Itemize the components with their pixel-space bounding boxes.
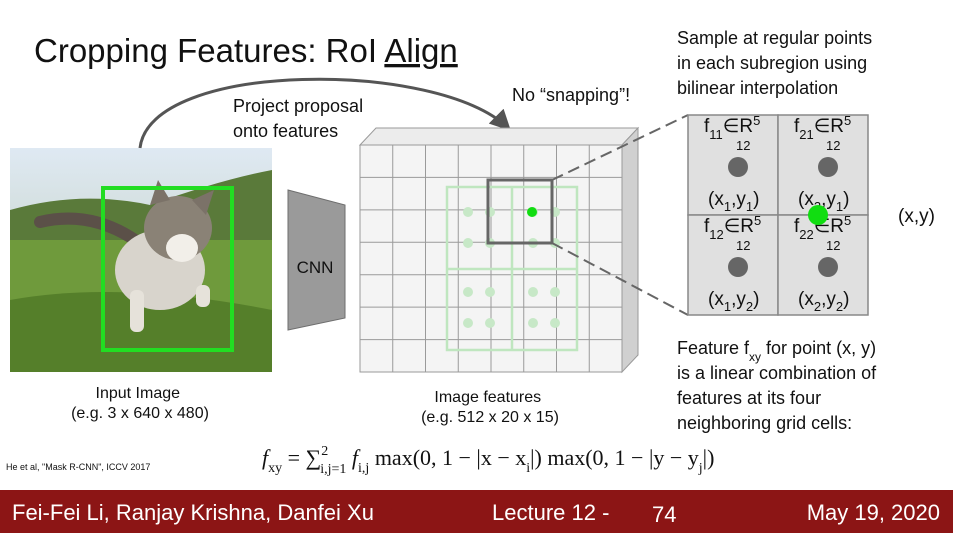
footer-date: May 19, 2020 (807, 500, 940, 525)
citation: He et al, "Mask R-CNN", ICCV 2017 (6, 462, 150, 472)
formula-part: f (346, 445, 361, 470)
formula-part: max(0, 1 − |x − x (369, 445, 526, 470)
formula-part: 2 (321, 444, 328, 459)
coord-text: (x (798, 289, 814, 310)
sample-dot (528, 318, 538, 328)
coord-text: ,y (731, 189, 746, 210)
no-snapping-note: No “snapping”! (512, 85, 630, 105)
feature-power: 5 (753, 113, 760, 128)
cell-feature: f12∈R5 (704, 213, 761, 242)
footer-lecture: Lecture 12 - (492, 500, 609, 525)
coord-text: (x (798, 189, 814, 210)
zoom-line (551, 114, 689, 181)
feature-index: 22 (799, 227, 813, 242)
feature-symbol: f (794, 216, 800, 237)
sample-dot (528, 287, 538, 297)
coord-text: ) (843, 189, 849, 210)
input-image (10, 148, 272, 372)
feature-power: 5 (844, 213, 851, 228)
feature-dim: 12 (736, 238, 750, 253)
feature-power: 5 (754, 213, 761, 228)
coord-index: 1 (724, 299, 731, 314)
project-note: Project proposal onto features (233, 96, 368, 141)
coord-index: 2 (814, 299, 821, 314)
feature-dim: 12 (736, 138, 750, 153)
feature-map (358, 126, 640, 374)
zoom-line (551, 242, 689, 316)
feature-power: 5 (844, 113, 851, 128)
feature-set: ∈R (724, 216, 754, 237)
sample-dot (463, 318, 473, 328)
point-label: (x,y) (898, 206, 935, 227)
point-coords: (x2,y2) (798, 289, 849, 314)
coord-index: 2 (746, 299, 753, 314)
formula-part: i,j (358, 461, 369, 476)
sample-dot (485, 318, 495, 328)
coord-index: 1 (746, 199, 753, 214)
feature-set: ∈R (814, 116, 844, 137)
coord-text: (x (708, 289, 724, 310)
coord-text: (x (708, 189, 724, 210)
footer-authors: Fei-Fei Li, Ranjay Krishna, Danfei Xu (12, 500, 374, 525)
formula-part: i (526, 461, 530, 476)
coord-text: ) (843, 289, 849, 310)
footer-page: 74 (652, 502, 676, 527)
point-coords: (x2,y1) (798, 189, 849, 214)
sample-dot (463, 238, 473, 248)
formula: fxy = ∑2 i,j=1 fi,j max(0, 1 − |x − xi|) … (262, 444, 714, 477)
explanation: Feature fxy for point (x, y) is a linear… (677, 338, 881, 433)
coord-index: 1 (724, 199, 731, 214)
coord-text: ,y (731, 289, 746, 310)
point-coords: (x1,y2) (708, 289, 759, 314)
sample-dot (485, 287, 495, 297)
formula-part: f (262, 445, 271, 470)
formula-part: |) max(0, 1 − |y − y (530, 445, 699, 470)
coord-index: 1 (836, 199, 843, 214)
feature-index: 12 (709, 227, 723, 242)
coord-text: ,y (821, 189, 836, 210)
footer-bar (0, 490, 953, 533)
formula-part: i,j=1 (320, 462, 346, 477)
sample-note: Sample at regular points in each subregi… (677, 28, 877, 98)
feature-index: 11 (709, 127, 723, 142)
coord-text: ) (753, 189, 759, 210)
formula-part: xy (268, 461, 282, 476)
formula-part: |) (703, 445, 715, 470)
cell-center (818, 257, 838, 277)
cell-feature: f21∈R5 (794, 113, 851, 142)
cell-center (728, 257, 748, 277)
point-coords: (x1,y1) (708, 189, 759, 214)
coord-index: 2 (836, 299, 843, 314)
features-caption: Image features (e.g. 512 x 20 x 15) (421, 389, 559, 426)
sample-dot (550, 318, 560, 328)
projection-arrow (138, 77, 511, 149)
sample-dot (463, 287, 473, 297)
title: Cropping Features: RoI Align (34, 32, 458, 69)
cnn-label: CNN (297, 258, 334, 277)
cnn-block (287, 189, 346, 331)
cell-feature: f11∈R5 (704, 113, 760, 142)
coord-text: ) (753, 289, 759, 310)
feature-symbol: f (704, 116, 710, 137)
formula-part: = ∑ (282, 445, 321, 470)
cell-center (728, 157, 748, 177)
zoom-grid: f11∈R512(x1,y1)f21∈R512(x2,y1)f12∈R512(x… (687, 113, 869, 316)
feature-index: 21 (799, 127, 813, 142)
sample-dot (463, 207, 473, 217)
feature-symbol: f (794, 116, 800, 137)
coord-text: ,y (821, 289, 836, 310)
feature-dim: 12 (826, 138, 840, 153)
feature-symbol: f (704, 216, 710, 237)
feature-set: ∈R (723, 116, 753, 137)
input-caption: Input Image (e.g. 3 x 640 x 480) (71, 385, 209, 422)
sample-point (808, 205, 828, 225)
cell-center (818, 157, 838, 177)
formula-part: j (698, 461, 703, 476)
feature-dim: 12 (826, 238, 840, 253)
sample-dot (550, 287, 560, 297)
